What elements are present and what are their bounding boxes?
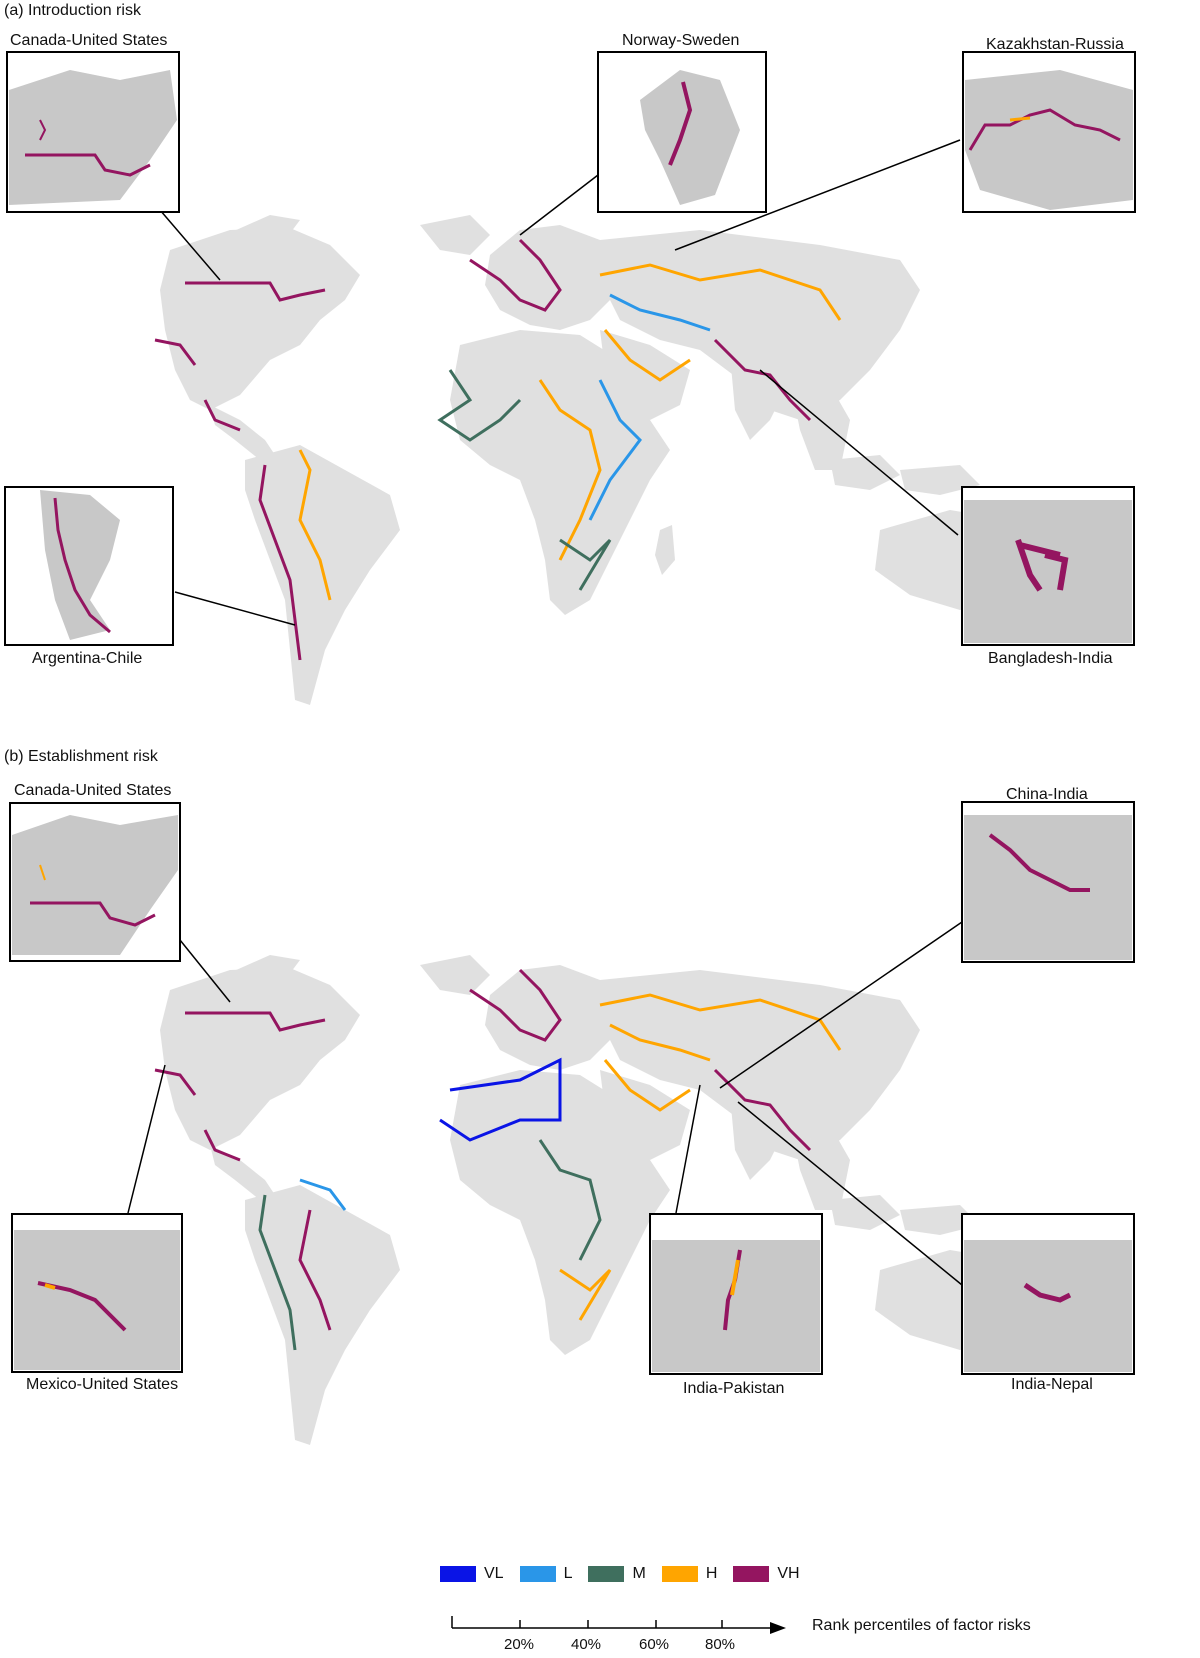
border-middle-east [603,1059,691,1112]
inset-label-mexico-us: Mexico-United States [26,1376,179,1393]
world-map-introduction-risk [4,51,1136,705]
inset-india-pakistan [649,1213,823,1375]
inset-label-china-india: China-India [1006,786,1088,803]
border-south-america-east [298,1209,332,1331]
legend-swatch-vh [733,1566,770,1582]
legend-item-m: M [588,1565,646,1583]
inset-connectors [127,921,963,1286]
inset-argentina-chile [4,486,174,646]
legend-label-vl: VL [484,1565,504,1582]
legend-swatch-h [661,1566,698,1582]
border-risk-lines [154,968,842,1351]
border-middle-east [603,329,691,382]
inset-mexico-us [11,1213,183,1373]
border-south-america-mixed [298,449,332,601]
border-central-america [203,399,241,432]
border-europe [469,968,562,1042]
border-sahara [439,1057,562,1142]
axis-tick-label-60: 60% [639,1636,670,1653]
inset-label-norway-sweden: Norway-Sweden [622,32,740,49]
axis-tick-label-20: 20% [504,1636,535,1653]
axis-title: Rank percentiles of factor risks [812,1617,1031,1634]
border-europe [469,238,562,312]
percentile-axis [451,1616,786,1634]
legend-label-vh: VH [777,1565,800,1582]
inset-canada-us-a [6,51,180,213]
inset-india-nepal [961,1213,1135,1375]
border-andes [258,464,302,661]
border-africa-west [437,369,522,442]
border-asia-north [599,263,842,321]
border-andes [258,1194,297,1351]
inset-label-canada-us-b: Canada-United States [14,782,172,799]
inset-china-india [961,801,1135,963]
axis-arrowhead [770,1622,786,1634]
border-africa-east [588,379,642,521]
panel-a-title: (a) Introduction risk [4,2,141,19]
panel-b-title: (b) Establishment risk [4,748,158,765]
border-south-asia [713,1068,812,1152]
legend-item-vh: VH [733,1565,800,1583]
inset-bangladesh-india [961,486,1135,646]
border-canada-us [185,1011,326,1032]
border-africa-central [538,1139,602,1261]
border-canada-us [185,281,326,302]
border-africa-south [559,1268,612,1321]
legend-swatch-m [588,1566,625,1582]
inset-label-india-nepal: India-Nepal [1011,1376,1093,1393]
inset-connectors [159,139,961,626]
inset-label-kazakhstan-russia: Kazakhstan-Russia [986,36,1124,53]
inset-label-bangladesh-india: Bangladesh-India [988,650,1113,667]
inset-label-argentina-chile: Argentina-Chile [32,650,143,667]
border-asia-central [609,1023,711,1062]
risk-legend: VL L M H VH [440,1565,800,1583]
border-south-america-mixed [299,1178,347,1211]
border-south-asia [713,338,812,422]
legend-label-m: M [632,1565,646,1582]
world-map-establishment-risk [9,801,1135,1445]
border-central-america [203,1129,241,1162]
inset-canada-us-b [9,802,181,962]
inset-norway-sweden [597,51,767,213]
border-africa-central [538,379,602,561]
legend-label-l: L [563,1565,573,1582]
border-asia-north [599,993,842,1051]
land-masses [160,215,1030,705]
inset-kazakhstan-russia [962,51,1136,213]
border-risk-lines [154,238,842,661]
border-africa-south [559,538,612,591]
legend-swatch-l [519,1566,556,1582]
border-mexico-us [154,338,197,366]
legend-item-vl: VL [440,1565,504,1583]
axis-tick-label-80: 80% [705,1636,736,1653]
inset-label-india-pakistan: India-Pakistan [683,1380,785,1397]
legend-item-h: H [661,1565,718,1583]
inset-label-canada-us-a: Canada-United States [10,32,168,49]
border-asia-central [609,293,711,332]
axis-tick-label-40: 40% [571,1636,602,1653]
legend-label-h: H [705,1565,718,1582]
legend-swatch-vl [440,1566,476,1582]
legend-item-l: L [519,1565,573,1583]
